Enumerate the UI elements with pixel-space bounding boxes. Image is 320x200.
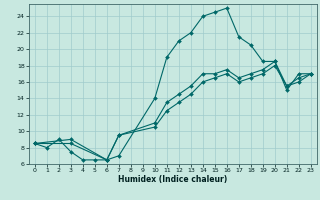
X-axis label: Humidex (Indice chaleur): Humidex (Indice chaleur) <box>118 175 228 184</box>
